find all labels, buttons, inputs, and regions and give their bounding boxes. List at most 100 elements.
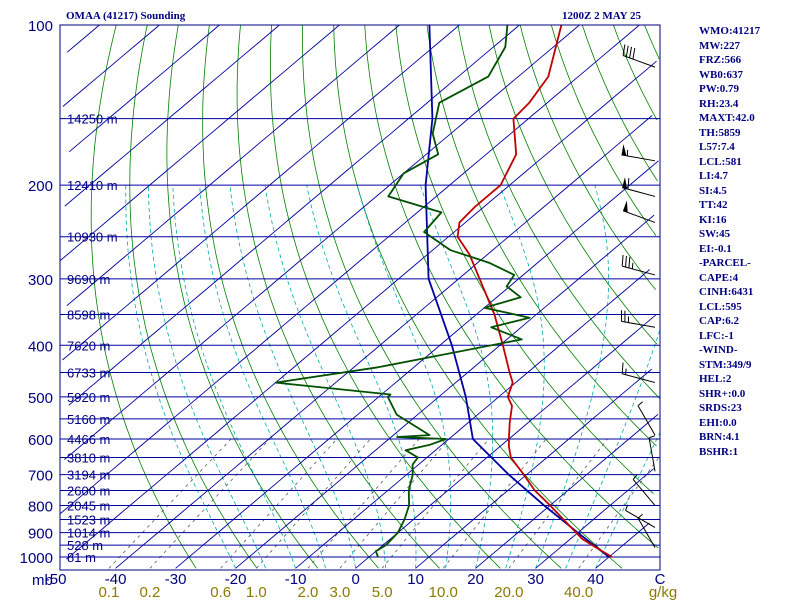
wind-barb-staff xyxy=(622,210,656,223)
pressure-tick-label: 500 xyxy=(28,390,53,407)
mixing-ratio-tick-label: 10.0 xyxy=(429,584,458,600)
moist-adiabat-line xyxy=(125,185,236,569)
temperature-tick-label: -40 xyxy=(105,571,127,588)
height-label: 528 m xyxy=(67,538,103,553)
wind-barb xyxy=(637,513,656,548)
index-item: LFC:-1 xyxy=(699,329,734,342)
index-item: EI:-0.1 xyxy=(699,242,732,255)
isotherm-line xyxy=(66,24,100,53)
mixing-ratio-tick-label: 40.0 xyxy=(564,584,593,600)
index-item: SI:4.5 xyxy=(699,184,727,197)
dewpoint-line-point xyxy=(404,449,407,451)
temperature-tick-label: 20 xyxy=(467,571,484,588)
temperature-line-point xyxy=(473,206,476,208)
wind-barb-flag xyxy=(625,255,627,268)
mixing-ratio-tick-label: 1.0 xyxy=(246,584,267,600)
temperature-line-point xyxy=(528,102,530,104)
dry-adiabat-line xyxy=(613,24,658,121)
dewpoint-line-point xyxy=(387,195,389,197)
temperature-line xyxy=(456,24,613,558)
wind-barb xyxy=(622,200,656,223)
wind-barb-half-flag xyxy=(632,474,638,480)
wind-barb-pennant xyxy=(621,144,627,156)
wind-barb-half-flag xyxy=(631,262,634,269)
temperature-line-point xyxy=(502,344,504,346)
isotherm-line xyxy=(68,24,220,153)
temperature-line-point xyxy=(581,538,583,540)
temperature-line-point xyxy=(562,518,565,521)
temperature-line-point xyxy=(457,236,459,238)
dewpoint-line-point xyxy=(445,438,447,440)
index-item: CAPE:4 xyxy=(699,271,739,284)
temperature-tick-label: 40 xyxy=(587,571,604,588)
temperature-axis-labels: -50 -40 -30 -20 -10 0 10 20 30 40 C xyxy=(45,571,666,588)
dry-adiabat-line xyxy=(202,24,379,569)
height-label: 5160 m xyxy=(67,412,110,427)
moist-adiabat-line xyxy=(264,185,386,569)
isotherm-line xyxy=(175,160,659,569)
temperature-line-point xyxy=(458,221,461,223)
dewpoint-line-point xyxy=(487,76,489,78)
dewpoint-line-point xyxy=(403,518,406,521)
wind-barb xyxy=(637,401,656,436)
dewpoint-line-point xyxy=(438,102,440,104)
pressure-tick-label: 800 xyxy=(28,498,53,515)
index-item: LCL:581 xyxy=(699,155,742,168)
index-item: FRZ:566 xyxy=(699,54,742,66)
wind-barb-flag xyxy=(627,177,630,190)
wind-barbs xyxy=(620,44,656,548)
wind-barb-flag xyxy=(621,362,624,374)
temperature-line-point xyxy=(509,371,511,374)
temperature-line-point xyxy=(508,446,510,448)
wind-barb-half-flag xyxy=(648,435,655,439)
wind-barb-half-flag xyxy=(625,368,627,375)
isotherm-line xyxy=(355,314,657,569)
pressure-tick-label: 1000 xyxy=(20,550,53,567)
dewpoint-line-point xyxy=(429,444,431,446)
dewpoint-line-point xyxy=(488,262,491,264)
dry-adiabat-line xyxy=(395,24,654,494)
index-item: WMO:41217 xyxy=(699,25,761,37)
dewpoint-line-point xyxy=(412,474,414,476)
pressure-tick-label: 600 xyxy=(28,432,53,449)
parcel-line-point xyxy=(428,278,430,280)
mixing-ratio-line xyxy=(307,438,420,569)
dewpoint-line-point xyxy=(528,317,531,319)
dewpoint-line-point xyxy=(521,338,523,340)
wind-barb-staff xyxy=(637,405,656,436)
index-item: -PARCEL- xyxy=(699,257,751,269)
dewpoint-line-point xyxy=(375,550,377,552)
dewpoint-line-point xyxy=(490,326,492,328)
temperature-line-point xyxy=(595,547,597,549)
temperature-tick-label: -10 xyxy=(285,571,307,588)
mixing-ratio-tick-label: 20.0 xyxy=(494,584,523,600)
index-item: -WIND- xyxy=(699,344,738,356)
height-label: 8598 m xyxy=(67,307,110,322)
index-item: SW:45 xyxy=(699,228,731,240)
index-item: L57:7.4 xyxy=(699,141,735,153)
height-label: 5920 m xyxy=(67,390,110,405)
temperature-line-point xyxy=(515,153,517,155)
isotherm-line xyxy=(415,368,652,569)
mixing-ratio-axis-labels: 0.1 0.2 0.6 1.0 2.0 3.0 5.0 10.0 20.0 40.0 g/kg xyxy=(99,584,678,600)
temperature-trace xyxy=(456,24,613,558)
height-label: 1523 m xyxy=(67,512,110,527)
temperature-line-point xyxy=(507,396,509,398)
dewpoint-line-point xyxy=(385,544,387,546)
dry-adiabat-line xyxy=(488,24,658,345)
wind-barb xyxy=(648,435,656,472)
moist-adiabat-line xyxy=(199,185,326,569)
height-label: 81 m xyxy=(67,550,96,565)
wind-barb-flag xyxy=(625,45,629,57)
temperature-line-point xyxy=(493,313,495,315)
mixing-ratio-line xyxy=(149,438,271,569)
dewpoint-line-point xyxy=(428,434,431,436)
pressure-tick-label: 200 xyxy=(28,178,53,195)
moist-adiabat-line xyxy=(229,185,356,569)
dewpoint-line-point xyxy=(450,249,452,251)
dry-adiabat-line xyxy=(644,24,660,60)
height-label: 7620 m xyxy=(67,338,110,353)
wind-barb xyxy=(625,504,656,528)
wind-barb-flag xyxy=(628,256,631,268)
temperature-line-point xyxy=(511,405,513,407)
